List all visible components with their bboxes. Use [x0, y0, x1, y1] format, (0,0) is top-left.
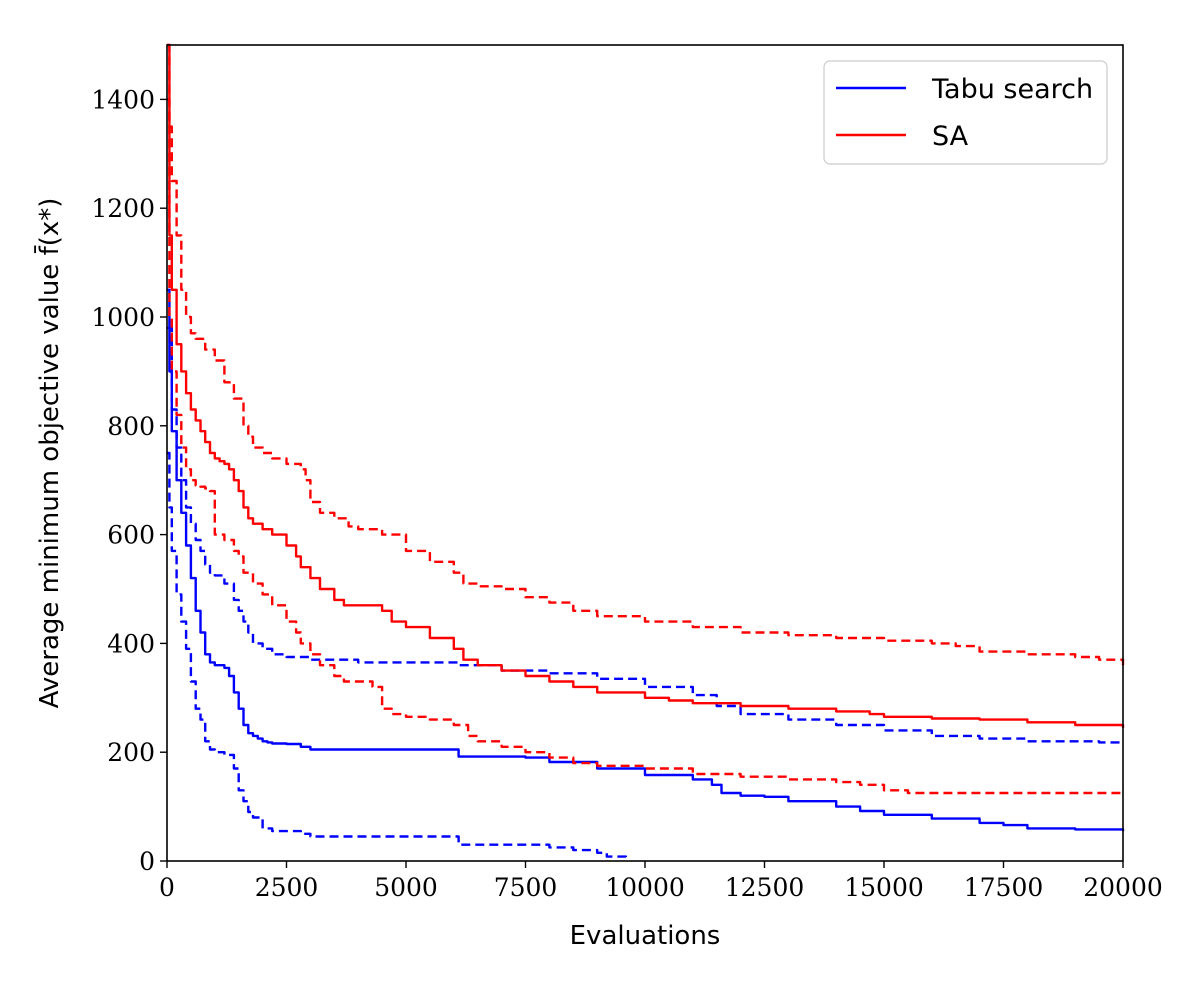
x-tick-label: 2500: [255, 873, 319, 902]
series-line-5: [167, 43, 1125, 666]
x-tick-label: 0: [159, 873, 175, 902]
x-tick-label: 10000: [605, 873, 685, 902]
series-line-4: [167, 98, 1123, 795]
series-line-2: [167, 326, 1125, 744]
legend: Tabu search SA: [823, 60, 1108, 165]
y-tick-label: 200: [107, 738, 155, 767]
x-tick-label: 5000: [374, 873, 438, 902]
x-tick-label: 20000: [1083, 873, 1163, 902]
x-tick-label: 17500: [964, 873, 1044, 902]
y-tick-label: 800: [107, 412, 155, 441]
x-axis-ticks: 0 2500 5000 7500 10000 12500 15000 17500 20000: [159, 861, 1163, 902]
x-tick-label: 12500: [725, 873, 805, 902]
legend-label-sa: SA: [932, 121, 969, 152]
y-axis-label: Average minimum objective value f̄(x*): [33, 198, 65, 709]
x-tick-label: 15000: [844, 873, 924, 902]
y-tick-label: 1400: [91, 85, 155, 114]
y-tick-label: 600: [107, 521, 155, 550]
series-line-3: [167, 43, 1125, 728]
legend-label-tabu: Tabu search: [931, 74, 1093, 105]
y-tick-label: 1200: [91, 194, 155, 223]
y-tick-label: 1000: [91, 303, 155, 332]
x-axis-label: Evaluations: [570, 921, 721, 951]
series-line-0: [167, 288, 1125, 832]
legend-box: [823, 60, 1108, 165]
plot-lines: [167, 43, 1125, 861]
y-tick-label: 0: [139, 847, 155, 876]
series-line-1: [167, 451, 628, 861]
y-tick-label: 400: [107, 629, 155, 658]
x-tick-label: 7500: [494, 873, 558, 902]
y-axis-ticks: 0 200 400 600 800 1000 1200 1400: [91, 85, 167, 876]
